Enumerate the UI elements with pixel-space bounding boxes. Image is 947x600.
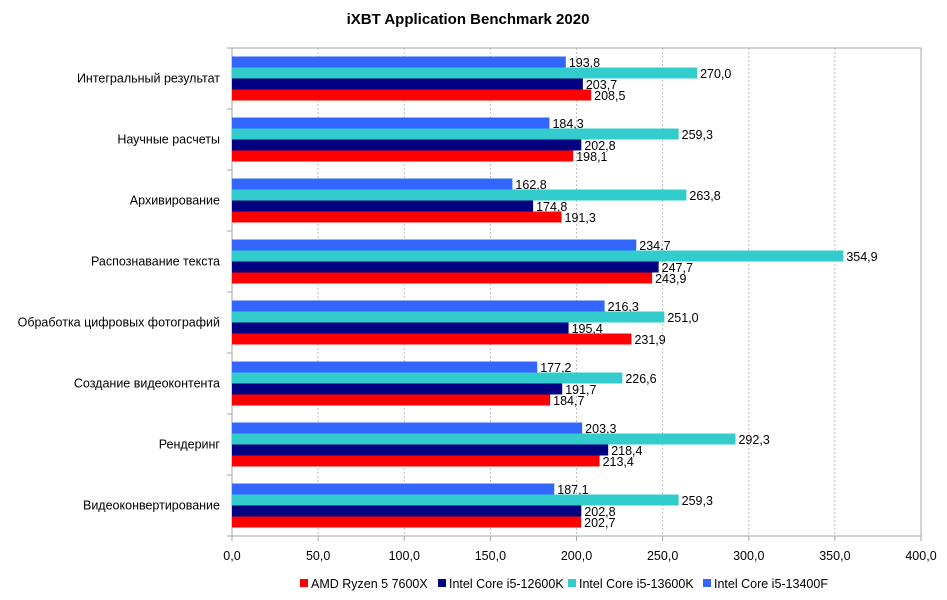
x-tick-label: 0,0	[223, 549, 240, 563]
bar	[232, 139, 582, 151]
data-label: 191,7	[565, 383, 596, 397]
data-label: 218,4	[611, 444, 642, 458]
data-label: 251,0	[667, 311, 698, 325]
bar	[232, 372, 623, 384]
bar	[232, 67, 698, 79]
data-label: 208,5	[594, 89, 625, 103]
data-label: 202,8	[584, 505, 615, 519]
bar	[232, 383, 563, 395]
bar	[232, 311, 665, 323]
x-tick-label: 350,0	[819, 549, 850, 563]
bar	[232, 494, 679, 506]
data-label: 203,3	[585, 422, 616, 436]
x-tick-label: 250,0	[647, 549, 678, 563]
bars: 193,8270,0203,7208,5184,3259,3202,8198,1…	[232, 56, 878, 530]
data-label: 187,1	[557, 483, 588, 497]
data-label: 193,8	[569, 56, 600, 70]
bar	[232, 250, 844, 262]
legend-swatch	[438, 579, 446, 587]
data-label: 259,3	[682, 494, 713, 508]
bar	[232, 433, 736, 445]
bar	[232, 261, 659, 273]
bar	[232, 300, 605, 312]
category-label: Создание видеоконтента	[74, 377, 220, 391]
x-tick-label: 200,0	[561, 549, 592, 563]
bar	[232, 455, 600, 467]
legend-item: Intel Core i5-13400F	[703, 577, 828, 591]
data-label: 354,9	[846, 250, 877, 264]
data-label: 226,6	[625, 372, 656, 386]
category-label: Видеоконвертирование	[83, 499, 220, 513]
bar	[232, 505, 582, 517]
data-label: 231,9	[634, 333, 665, 347]
bar	[232, 361, 538, 373]
chart-title: iXBT Application Benchmark 2020	[347, 11, 590, 28]
bar	[232, 211, 562, 223]
data-label: 174,8	[536, 200, 567, 214]
bar	[232, 322, 569, 334]
bar	[232, 189, 687, 201]
bar	[232, 516, 582, 528]
category-label: Распознавание текста	[91, 255, 220, 269]
bar	[232, 178, 513, 190]
legend-item: Intel Core i5-12600K	[438, 577, 564, 591]
bar	[232, 483, 555, 495]
category-label: Научные расчеты	[117, 133, 220, 147]
legend-label: Intel Core i5-13600K	[579, 577, 694, 591]
x-tick-label: 100,0	[389, 549, 420, 563]
data-label: 195,4	[572, 322, 603, 336]
x-tick-label: 50,0	[306, 549, 330, 563]
legend-label: Intel Core i5-12600K	[449, 577, 564, 591]
data-label: 216,3	[608, 300, 639, 314]
data-label: 263,8	[689, 189, 720, 203]
data-label: 198,1	[576, 150, 607, 164]
x-tick-label: 400,0	[905, 549, 936, 563]
bar	[232, 56, 566, 68]
bar	[232, 333, 632, 345]
legend-swatch	[300, 579, 308, 587]
bar	[232, 200, 534, 212]
bar	[232, 78, 583, 90]
category-label: Рендеринг	[159, 438, 221, 452]
data-label: 162,8	[515, 178, 546, 192]
data-label: 177,2	[540, 361, 571, 375]
legend-swatch	[703, 579, 711, 587]
bar	[232, 128, 679, 140]
data-label: 247,7	[662, 261, 693, 275]
legend-item: AMD Ryzen 5 7600X	[300, 577, 428, 591]
bar	[232, 150, 574, 162]
data-label: 202,8	[584, 139, 615, 153]
legend: AMD Ryzen 5 7600X Intel Core i5-12600K Int…	[300, 577, 828, 591]
data-label: 270,0	[700, 67, 731, 81]
bar	[232, 272, 653, 284]
bar	[232, 422, 583, 434]
bar	[232, 394, 551, 406]
legend-label: Intel Core i5-13400F	[714, 577, 828, 591]
category-label: Интегральный результат	[77, 72, 220, 86]
data-label: 234,7	[639, 239, 670, 253]
legend-label: AMD Ryzen 5 7600X	[311, 577, 428, 591]
bar	[232, 89, 592, 101]
data-label: 184,3	[552, 117, 583, 131]
data-label: 243,9	[655, 272, 686, 286]
bar	[232, 444, 609, 456]
legend-swatch	[568, 579, 576, 587]
data-label: 259,3	[682, 128, 713, 142]
data-label: 203,7	[586, 78, 617, 92]
category-labels: Интегральный результат Научные расчеты Арх…	[18, 72, 221, 513]
bar	[232, 117, 550, 129]
data-label: 213,4	[603, 455, 634, 469]
data-label: 191,3	[565, 211, 596, 225]
data-label: 292,3	[738, 433, 769, 447]
bar	[232, 239, 637, 251]
x-tick-label: 150,0	[475, 549, 506, 563]
data-label: 202,7	[584, 516, 615, 530]
data-label: 184,7	[553, 394, 584, 408]
x-axis-ticks: 0,0 50,0 100,0 150,0 200,0 250,0 300,0 350,0 400…	[223, 536, 937, 563]
legend-item: Intel Core i5-13600K	[568, 577, 694, 591]
x-tick-label: 300,0	[733, 549, 764, 563]
category-label: Обработка цифровых фотографий	[18, 316, 220, 330]
category-label: Архивирование	[130, 194, 220, 208]
